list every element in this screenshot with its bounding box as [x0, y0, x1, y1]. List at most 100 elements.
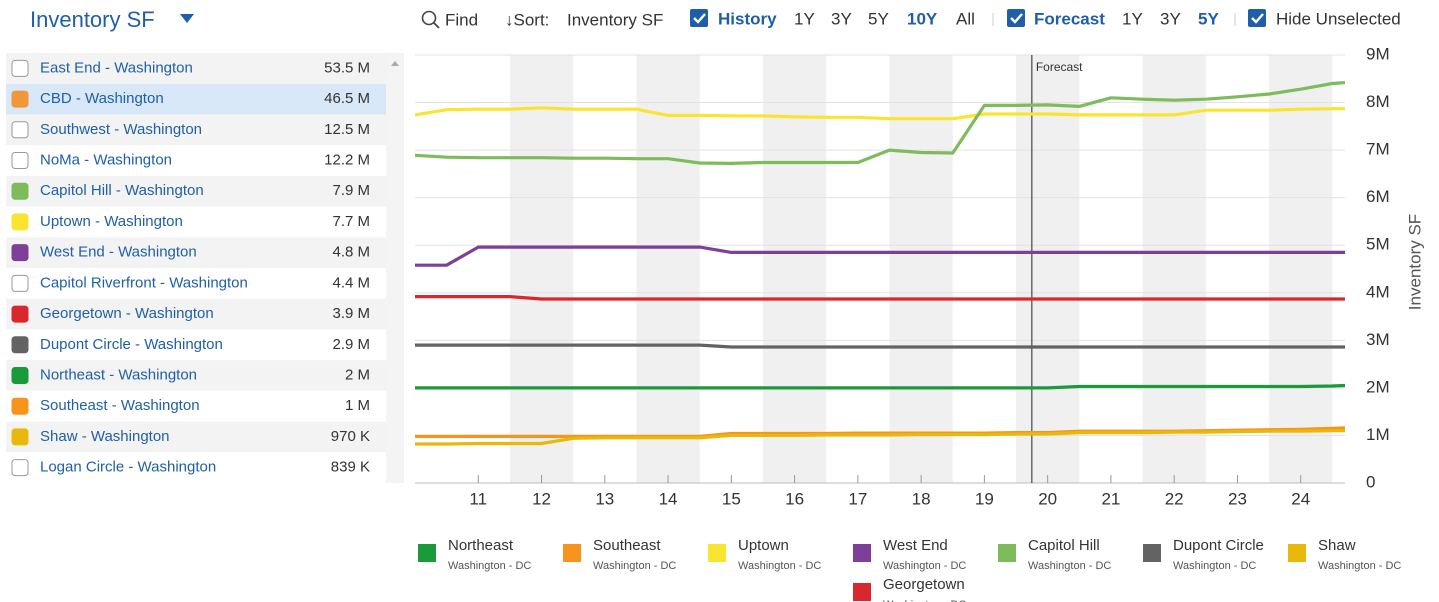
sort-value[interactable]: Inventory SF [567, 10, 663, 29]
list-row[interactable]: Southwest - Washington 12.5 M [6, 114, 386, 146]
history-label[interactable]: History [718, 9, 777, 28]
forecast-label[interactable]: Forecast [1034, 9, 1105, 28]
y-tick-label: 4M [1366, 282, 1390, 301]
sort-label[interactable]: ↓Sort: [505, 10, 549, 29]
checkmark [693, 13, 706, 24]
row-name[interactable]: Capitol Hill - Washington [40, 182, 204, 199]
x-tick-label: 22 [1165, 489, 1184, 508]
legend-item[interactable]: Georgetown Washington - DC [853, 576, 966, 602]
row-value: 12.5 M [324, 121, 370, 138]
legend-swatch [563, 544, 581, 562]
history-option[interactable]: 10Y [907, 9, 938, 28]
list-row[interactable]: West End - Washington 4.8 M [6, 237, 386, 268]
row-checkbox[interactable] [11, 367, 29, 384]
legend-swatch [998, 544, 1016, 562]
metric-title[interactable]: Inventory SF [30, 7, 155, 32]
list-row[interactable]: Northeast - Washington 2 M [6, 360, 386, 391]
row-name[interactable]: Northeast - Washington [40, 366, 197, 383]
row-checkbox[interactable] [11, 121, 29, 139]
row-checkbox[interactable] [11, 305, 29, 323]
row-name[interactable]: Dupont Circle - Washington [40, 336, 223, 353]
series-line [415, 295, 1345, 301]
checkbox[interactable] [690, 9, 708, 27]
row-name[interactable]: Southeast - Washington [40, 397, 200, 414]
list-row[interactable]: CBD - Washington 46.5 M [6, 83, 386, 115]
list-row[interactable]: Uptown - Washington 7.7 M [6, 206, 386, 238]
row-background [6, 114, 386, 146]
row-background [6, 53, 386, 84]
y-tick-label: 0 [1366, 472, 1375, 491]
row-name[interactable]: NoMa - Washington [40, 151, 172, 168]
row-checkbox[interactable] [11, 152, 29, 169]
forecast-option[interactable]: 5Y [1198, 9, 1219, 28]
checkbox[interactable] [1007, 9, 1025, 27]
list-row[interactable]: Capitol Riverfront - Washington 4.4 M [6, 268, 386, 299]
legend-item[interactable]: Shaw Washington - DC [1288, 537, 1401, 572]
row-checkbox[interactable] [11, 213, 29, 231]
list-row[interactable]: NoMa - Washington 12.2 M [6, 145, 386, 176]
row-background [6, 360, 386, 391]
row-name[interactable]: Shaw - Washington [40, 428, 170, 445]
series-line [415, 429, 1345, 446]
legend-name: Shaw [1318, 537, 1356, 554]
legend-region: Washington - DC [738, 560, 821, 572]
x-tick-label: 13 [595, 489, 614, 508]
forecast-option[interactable]: 3Y [1160, 9, 1181, 28]
history-option[interactable]: 3Y [831, 9, 852, 28]
row-value: 970 K [331, 428, 370, 445]
forecast-option[interactable]: 1Y [1122, 9, 1143, 28]
row-checkbox[interactable] [11, 274, 29, 292]
row-background [6, 421, 386, 453]
history-option[interactable]: 1Y [794, 9, 815, 28]
row-name[interactable]: Capitol Riverfront - Washington [40, 274, 248, 291]
search-icon[interactable] [421, 10, 437, 26]
legend-swatch [853, 583, 871, 601]
legend-item[interactable]: Southeast Washington - DC [563, 537, 676, 572]
legend-name: Georgetown [883, 576, 965, 593]
row-name[interactable]: Southwest - Washington [40, 121, 202, 138]
row-checkbox[interactable] [11, 397, 29, 415]
list-row[interactable]: Georgetown - Washington 3.9 M [6, 298, 386, 330]
history-option[interactable]: 5Y [868, 9, 889, 28]
history-option[interactable]: All [956, 9, 975, 28]
row-value: 2.9 M [332, 336, 370, 353]
row-name[interactable]: West End - Washington [40, 244, 197, 261]
row-checkbox[interactable] [11, 428, 29, 446]
scrollbar[interactable] [386, 53, 404, 483]
year-band [636, 55, 700, 483]
row-checkbox[interactable] [11, 59, 29, 77]
list-row[interactable]: East End - Washington 53.5 M [6, 53, 386, 84]
row-checkbox[interactable] [11, 244, 29, 262]
y-axis-title: Inventory SF [1405, 214, 1424, 310]
legend-item[interactable]: West End Washington - DC [853, 537, 966, 572]
series-line [415, 383, 1346, 390]
list-row[interactable]: Shaw - Washington 970 K [6, 421, 386, 453]
row-checkbox[interactable] [11, 182, 29, 200]
dropdown-arrow[interactable] [180, 14, 194, 23]
list-row[interactable]: Logan Circle - Washington 839 K [6, 452, 386, 483]
legend-item[interactable]: Capitol Hill Washington - DC [998, 537, 1111, 572]
hide-unselected-label[interactable]: Hide Unselected [1276, 9, 1401, 28]
legend-item[interactable]: Dupont Circle Washington - DC [1143, 537, 1264, 572]
checkbox[interactable] [1248, 9, 1266, 27]
row-checkbox[interactable] [11, 459, 29, 477]
list-row[interactable]: Capitol Hill - Washington 7.9 M [6, 175, 386, 207]
scroll-up[interactable] [391, 61, 399, 66]
legend-item[interactable]: Northeast Washington - DC [418, 537, 531, 572]
find-button[interactable]: Find [445, 10, 478, 29]
row-name[interactable]: Uptown - Washington [40, 213, 183, 230]
legend-item[interactable]: Uptown Washington - DC [708, 537, 821, 572]
row-checkbox[interactable] [11, 336, 29, 354]
row-checkbox[interactable] [11, 90, 29, 108]
forecast-annotation: Forecast [1036, 60, 1083, 74]
row-value: 2 M [345, 366, 370, 383]
list-row[interactable]: Dupont Circle - Washington 2.9 M [6, 329, 386, 361]
row-name[interactable]: CBD - Washington [40, 90, 164, 107]
year-band [1016, 55, 1080, 483]
list-row[interactable]: Southeast - Washington 1 M [6, 390, 386, 422]
row-name[interactable]: East End - Washington [40, 59, 193, 76]
row-name[interactable]: Logan Circle - Washington [40, 459, 216, 476]
row-name[interactable]: Georgetown - Washington [40, 305, 214, 322]
